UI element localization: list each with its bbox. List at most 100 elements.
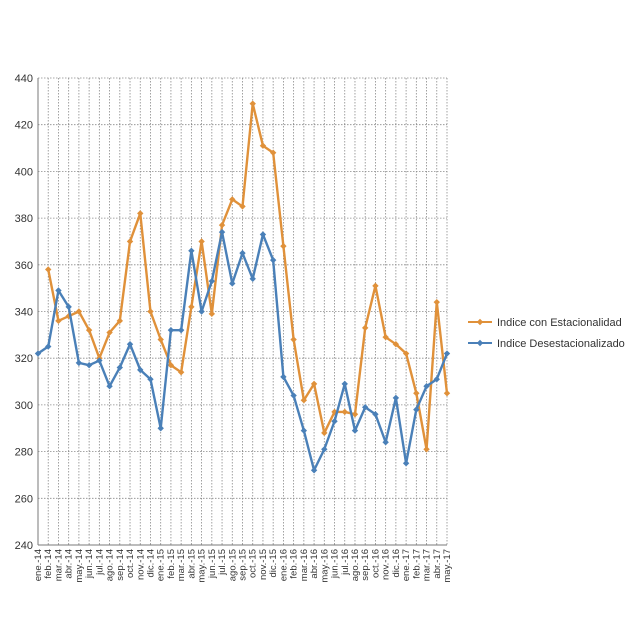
x-tick-label-sep.-15: sep.-15 — [238, 549, 249, 581]
x-tick-label-abr.-16: abr.-16 — [309, 549, 320, 579]
data-point-1-8 — [116, 364, 123, 371]
legend-marker-estacionalidad — [476, 318, 484, 326]
x-tick-label-abr.-17: abr.-17 — [432, 549, 443, 579]
data-point-0-30 — [341, 408, 348, 416]
data-point-1-14 — [177, 326, 185, 334]
data-point-1-37 — [413, 406, 420, 413]
data-point-0-2 — [55, 317, 62, 325]
data-point-1-11 — [147, 376, 154, 383]
x-tick-label-jul.-15: jul.-15 — [217, 549, 228, 576]
data-point-1-23 — [269, 256, 277, 264]
data-point-0-21 — [249, 100, 256, 107]
data-point-0-18 — [218, 221, 226, 229]
x-tick-label-ene.-16: ene.-16 — [278, 549, 289, 581]
data-point-1-25 — [290, 392, 297, 399]
data-point-1-20 — [239, 249, 246, 257]
x-tick-label-dic.-14: dic.-14 — [145, 549, 156, 578]
y-tick-label-440: 440 — [15, 73, 33, 85]
data-point-1-17 — [208, 277, 216, 285]
x-tick-label-mar.-15: mar.-15 — [176, 549, 187, 581]
data-point-1-40 — [443, 350, 451, 357]
data-point-1-7 — [106, 383, 113, 390]
x-tick-label-feb.-16: feb.-16 — [289, 549, 300, 579]
data-point-0-15 — [188, 303, 195, 311]
y-tick-label-400: 400 — [15, 166, 33, 178]
x-tick-label-oct.-14: oct.-14 — [125, 549, 136, 578]
x-tick-label-jul.-16: jul.-16 — [340, 549, 351, 576]
data-point-0-24 — [280, 242, 287, 250]
x-tick-label-may.-15: may.-15 — [197, 549, 208, 583]
data-point-1-27 — [310, 467, 318, 474]
x-tick-label-jun.-16: jun.-16 — [330, 549, 341, 579]
data-point-1-24 — [280, 373, 287, 381]
data-point-1-18 — [218, 228, 226, 236]
data-point-0-8 — [116, 317, 123, 325]
legend: Indice con Estacionalidad Indice Desesta… — [468, 317, 625, 350]
data-point-0-28 — [321, 429, 328, 437]
y-tick-label-360: 360 — [15, 260, 33, 272]
legend-label-estacionalidad: Indice con Estacionalidad — [497, 317, 622, 329]
data-point-1-35 — [392, 394, 400, 402]
axes: 240 260 280 300 320 340 360 380 400 420 440 ene.-14… — [15, 73, 453, 583]
x-tick-label-feb.-14: feb.-14 — [43, 549, 54, 579]
data-point-1-33 — [372, 411, 379, 418]
data-point-1-13 — [167, 326, 175, 334]
data-point-1-15 — [188, 247, 195, 254]
data-point-1-30 — [341, 380, 348, 388]
series-group — [34, 100, 451, 474]
data-point-1-19 — [229, 280, 236, 287]
data-point-0-14 — [177, 369, 185, 376]
y-tick-label-340: 340 — [15, 307, 33, 319]
data-point-0-31 — [351, 411, 359, 418]
data-point-1-6 — [96, 357, 103, 364]
data-point-1-36 — [402, 460, 410, 467]
data-point-0-34 — [382, 333, 389, 341]
data-point-0-22 — [259, 142, 267, 149]
data-point-0-33 — [372, 282, 379, 290]
data-point-0-23 — [269, 149, 277, 156]
x-tick-label-mar.-17: mar.-17 — [422, 549, 433, 581]
data-point-1-38 — [423, 383, 430, 390]
data-point-1-29 — [331, 418, 338, 425]
x-tick-label-jun.-14: jun.-14 — [84, 549, 95, 579]
data-point-1-3 — [65, 303, 72, 311]
y-tick-label-260: 260 — [15, 493, 33, 505]
y-tick-label-240: 240 — [15, 540, 33, 552]
series-1 — [34, 228, 451, 474]
x-tick-label-ene.-15: ene.-15 — [156, 549, 167, 581]
data-point-1-21 — [249, 275, 256, 283]
data-point-0-35 — [392, 340, 400, 348]
data-point-0-26 — [300, 397, 308, 404]
x-tick-label-oct.-15: oct.-15 — [248, 549, 259, 578]
data-point-1-39 — [433, 376, 440, 383]
data-point-1-28 — [321, 446, 328, 453]
data-point-0-39 — [433, 298, 440, 306]
data-point-1-12 — [157, 425, 164, 432]
x-tick-label-dic.-15: dic.-15 — [268, 549, 279, 578]
data-point-0-25 — [290, 336, 297, 343]
x-tick-label-ago.-16: ago.-16 — [350, 549, 361, 581]
data-point-1-1 — [45, 343, 52, 350]
data-point-1-4 — [75, 359, 83, 367]
data-point-1-9 — [126, 340, 134, 348]
legend-label-desestacionalizado: Indice Desestacionalizado — [497, 338, 625, 350]
x-tick-label-jun.-15: jun.-15 — [207, 549, 218, 579]
series-line-0 — [47, 102, 449, 451]
data-point-0-20 — [239, 203, 246, 210]
legend-marker-desestacionalizado — [476, 339, 484, 347]
x-tick-label-may.-14: may.-14 — [74, 549, 85, 583]
x-tick-label-mar.-16: mar.-16 — [299, 549, 310, 581]
x-tick-label-nov.-16: nov.-16 — [381, 549, 392, 580]
data-point-1-22 — [259, 231, 267, 238]
x-tick-label-sep.-16: sep.-16 — [360, 549, 371, 581]
data-point-0-9 — [126, 238, 134, 245]
y-tick-label-300: 300 — [15, 400, 33, 412]
x-tick-label-ago.-15: ago.-15 — [227, 549, 238, 581]
data-point-1-0 — [34, 350, 42, 357]
x-tick-label-oct.-16: oct.-16 — [370, 549, 381, 578]
data-point-0-4 — [75, 308, 83, 315]
x-tick-label-abr.-14: abr.-14 — [64, 549, 75, 579]
